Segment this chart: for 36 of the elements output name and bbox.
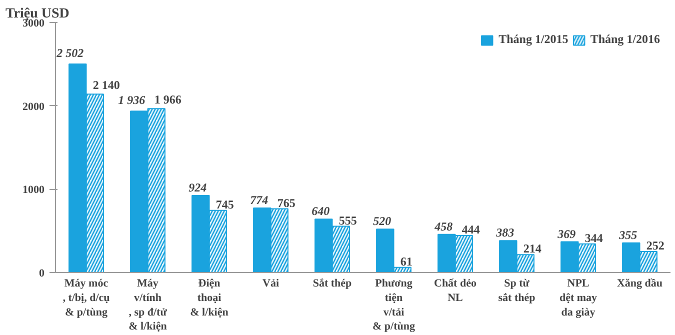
x-tick-label: Vải xyxy=(262,278,279,290)
data-label: 458 xyxy=(434,219,453,234)
data-label: 214 xyxy=(523,242,542,256)
data-label: 765 xyxy=(277,196,296,210)
y-tick-label: 0 xyxy=(39,268,45,280)
x-tick-label: Sp từ sắt thép xyxy=(498,278,536,304)
x-tick-label: Chất dẻo NL xyxy=(434,278,477,304)
data-label: 355 xyxy=(618,228,638,242)
x-tick-label: Máy v/tính , sp đ/tử & l/kiện xyxy=(128,278,168,333)
legend-label: Tháng 1/2015 xyxy=(498,32,568,47)
data-label: 2 502 xyxy=(56,46,84,60)
data-label: 640 xyxy=(312,204,330,218)
data-label: 61 xyxy=(400,254,412,268)
data-label: 520 xyxy=(373,214,392,228)
x-tick-label: Phương tiện v/tải & p/tùng xyxy=(372,278,416,333)
data-label: 369 xyxy=(556,226,576,241)
legend-label: Tháng 1/2016 xyxy=(590,32,660,47)
data-label: 252 xyxy=(646,238,664,252)
x-tick-label: Điện thoại & l/kiện xyxy=(190,278,228,318)
data-label: 344 xyxy=(584,230,603,245)
data-label: 774 xyxy=(250,193,268,207)
y-tick-label: 1000 xyxy=(22,184,45,196)
data-label: 924 xyxy=(188,180,207,194)
data-label: 1 966 xyxy=(154,92,182,107)
x-tick-label: Máy móc , t/bị, d/cụ & p/tùng xyxy=(62,278,110,318)
data-label: 444 xyxy=(462,222,480,236)
data-label: 555 xyxy=(338,213,357,228)
data-label: 1 936 xyxy=(118,93,146,108)
y-tick-label: 2000 xyxy=(22,100,45,113)
data-label: 2 140 xyxy=(92,78,120,92)
x-tick-label: Sắt thép xyxy=(312,278,352,290)
data-label: 745 xyxy=(216,197,234,212)
x-tick-label: NPL dệt may da giày xyxy=(559,278,598,318)
x-tick-label: Xăng dầu xyxy=(616,278,663,290)
y-tick-label: 3000 xyxy=(22,18,45,30)
data-label: 383 xyxy=(495,226,514,240)
